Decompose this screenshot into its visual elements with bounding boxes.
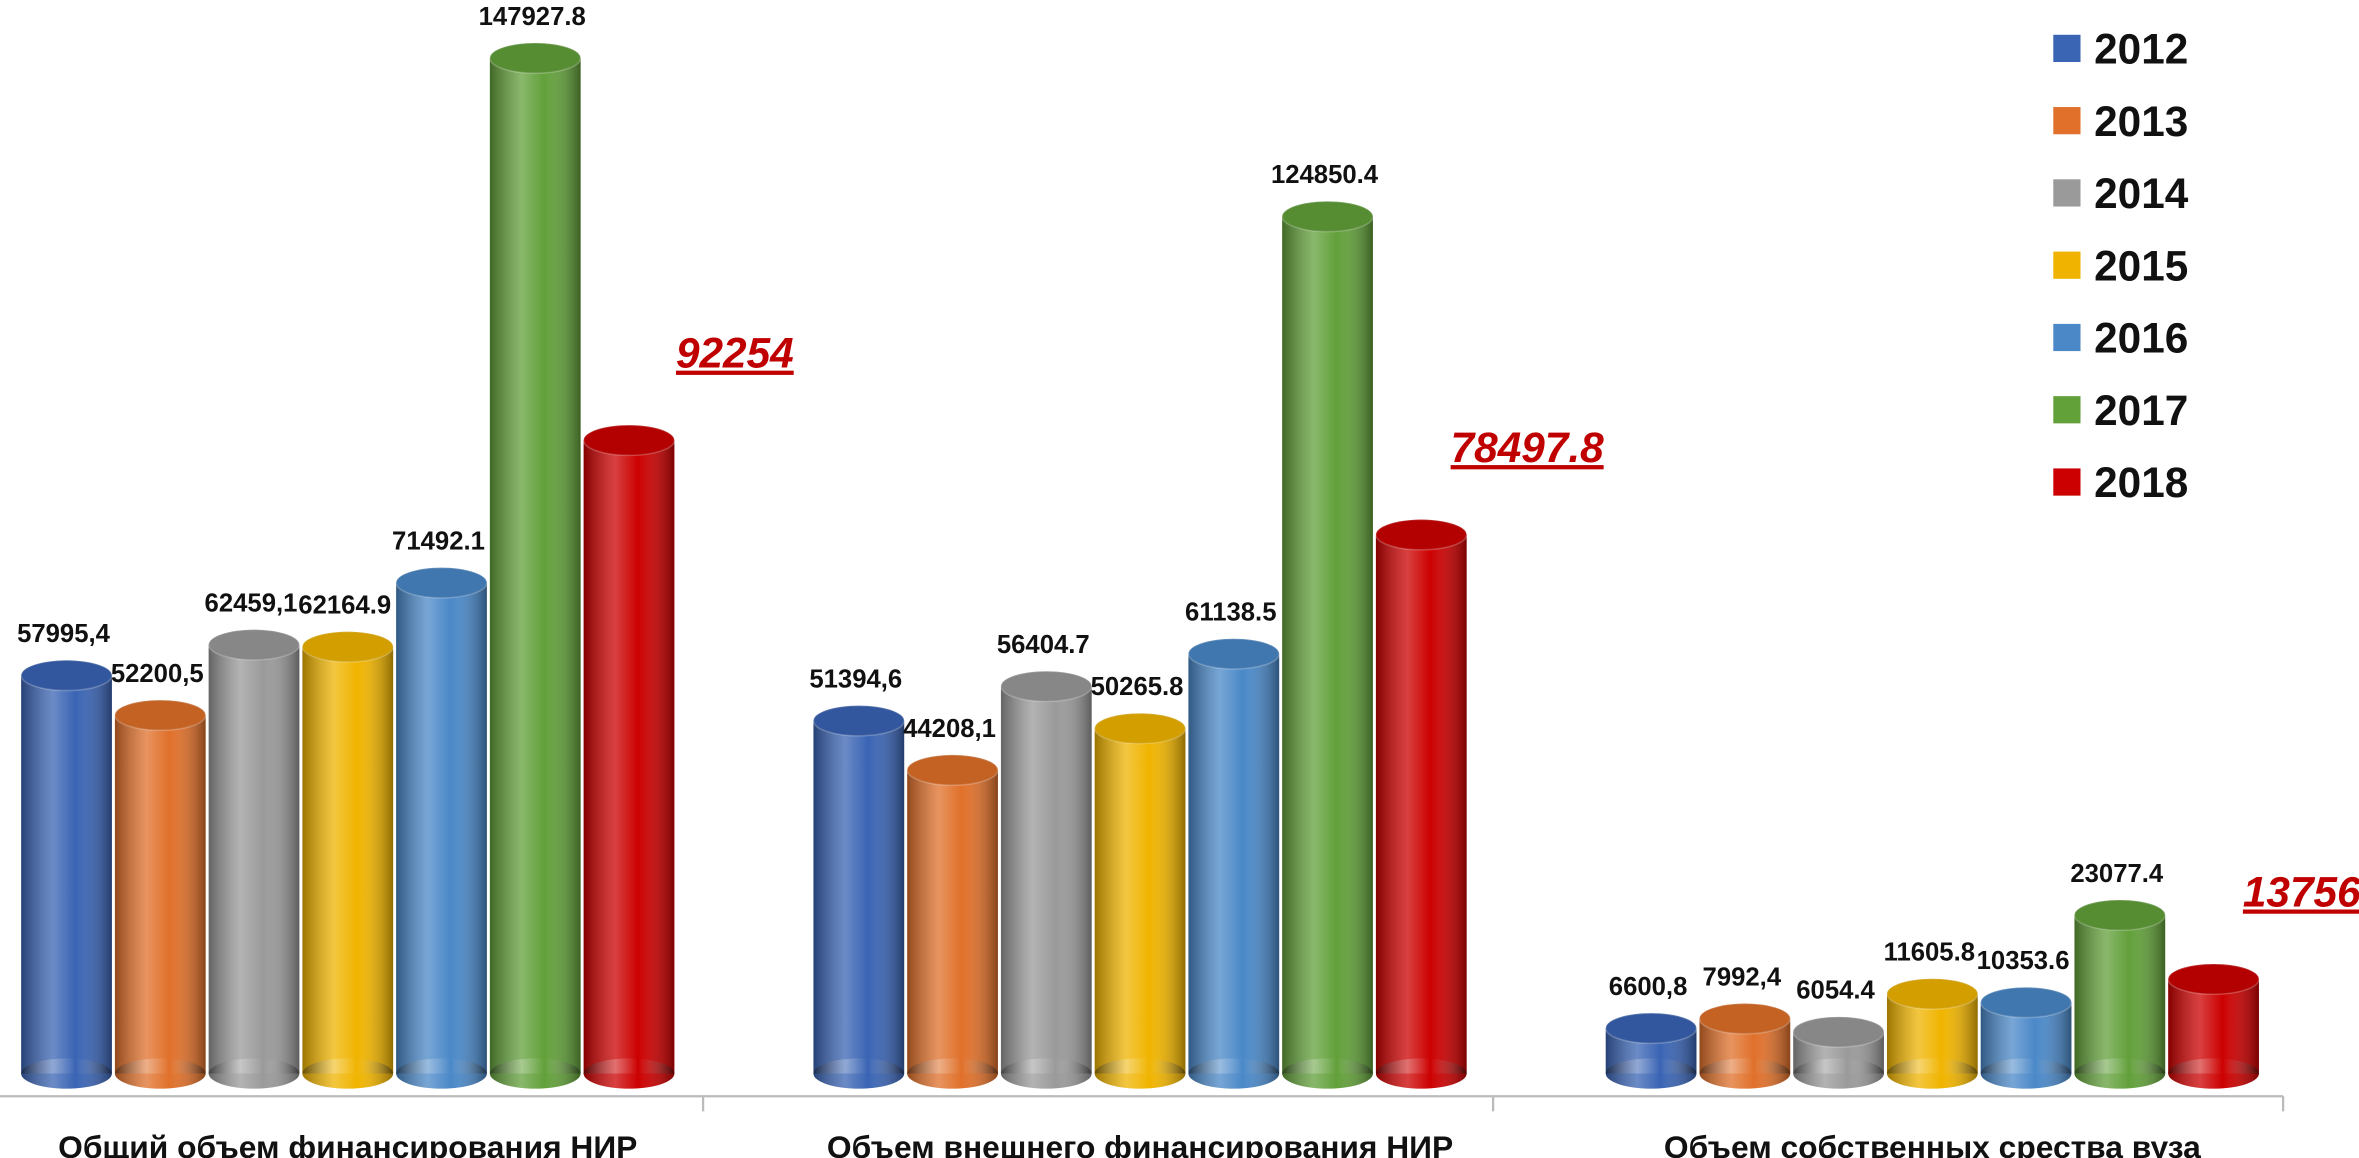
value-label: 71492.1 [392,527,485,555]
value-label: 78497.8 [1451,424,1604,471]
value-label: 62459,1 [205,590,298,618]
legend-swatch [2053,396,2081,424]
value-label: 10353.6 [1977,947,2070,975]
bar-shade [1282,216,1373,1074]
bar-shade [907,770,998,1074]
bar-top [489,42,582,74]
legend-swatch [2053,34,2081,62]
bar-top-shade [1886,978,1978,1009]
bar-top [1000,670,1093,703]
legend-label: 2018 [2094,459,2188,506]
bar-top-shade [2074,899,2166,931]
value-label: 7992,4 [1703,963,1782,991]
bar-shade [489,58,581,1074]
bar-top-shade [208,629,300,660]
bar-top [1187,637,1280,670]
x-tick-label: Общий объем финансирования НИР [58,1129,637,1158]
bar-top-shade [1793,1016,1884,1048]
value-label: 147927.8 [479,3,586,31]
legend-label: 2012 [2094,26,2188,73]
bar-shade [583,440,675,1074]
bar-top-shade [1282,201,1373,232]
legend-label: 2014 [2094,170,2189,217]
value-label: 6600,8 [1609,973,1688,1001]
legend-label: 2013 [2094,98,2188,145]
bar-top-shade [2168,963,2259,995]
bar-shade [302,646,394,1074]
legend-swatch [2053,179,2081,207]
bar-shade [1375,534,1467,1074]
legend-label: 2017 [2094,387,2188,434]
bar-shade [1188,653,1280,1074]
value-label: 62164.9 [298,592,391,620]
legend-swatch [2053,468,2081,496]
bar-top [1886,977,1979,1010]
bar-shade [208,644,300,1074]
legend-swatch [2053,107,2081,135]
bar-top [1604,1012,1698,1045]
bar-top-shade [813,705,905,736]
bar-top-shade [114,700,206,731]
bar-top [812,704,905,737]
value-label: 44208,1 [903,715,996,743]
legend-swatch [2053,323,2081,352]
value-label: 23077.4 [2070,860,2164,888]
bar-top [1281,200,1374,233]
bar-shade [396,582,487,1074]
bar-top-shade [21,660,112,691]
bar-shade [2074,915,2166,1074]
bar-top-shade [396,567,487,598]
bar-top [2073,899,2166,931]
x-tick-label: Объем собственных срества вуза [1664,1129,2201,1158]
x-tick-label: Объем внешнего финансирования НИР [827,1129,1453,1158]
value-label: 61138.5 [1185,599,1276,627]
bar-top [20,659,113,692]
value-label: 57995,4 [17,620,111,648]
value-label: 13756.2 [2243,869,2359,916]
legend-swatch [2053,251,2081,279]
bar-top [395,566,488,599]
bar-shade [813,720,905,1074]
bar-shade [1000,686,1092,1074]
value-label: 56404.7 [997,631,1090,659]
bar-top [1792,1016,1885,1048]
legend-label: 2016 [2094,315,2188,362]
value-label: 11605.8 [1884,939,1975,967]
bar-shade [21,675,112,1074]
bar-top-shade [907,754,998,786]
plot: Общий объем финансирования НИР 57995,4522… [0,3,2359,1158]
bar-top-shade [1000,671,1092,702]
bar-shade [1094,728,1186,1074]
value-label: 92254 [676,330,794,377]
bar-top [906,754,999,786]
bar-top [582,424,676,457]
bar-top [2167,963,2260,995]
bar-top-shade [1980,987,2072,1018]
value-label: 6054.4 [1796,977,1875,1005]
bar-top-shade [1605,1013,1697,1044]
bar-top [301,630,394,663]
bar-top [114,699,207,732]
legend-label: 2015 [2094,242,2188,289]
bar-top-shade [1699,1003,1791,1034]
bar-top-shade [302,631,394,662]
bar-top-shade [1188,638,1280,669]
bar-top [1375,518,1468,551]
bar-top-shade [1375,519,1467,550]
bar-top-shade [489,42,581,74]
bar-shade [114,715,206,1074]
value-label: 50265.8 [1091,673,1184,701]
bar-top-shade [583,425,675,456]
value-label: 51394,6 [809,665,902,693]
bar-top [1698,1002,1791,1035]
bar-top-shade [1094,713,1186,744]
value-label: 124850.4 [1271,161,1379,189]
bar-top [1093,712,1187,745]
bar-top [207,628,301,661]
bar-top [1979,986,2073,1019]
bar-shade [2168,979,2259,1074]
value-label: 52200,5 [111,660,204,688]
